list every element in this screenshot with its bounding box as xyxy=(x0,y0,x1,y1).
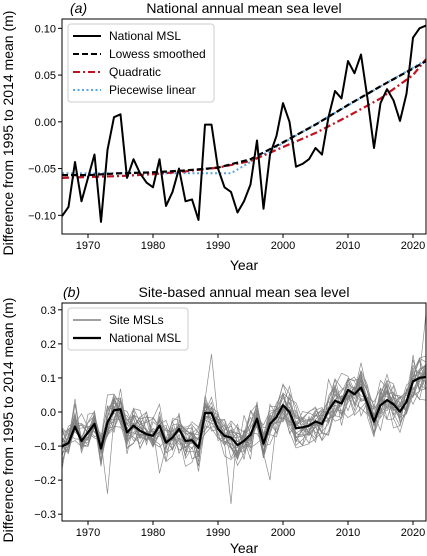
panel-a-xtick-label-1990: 1990 xyxy=(206,240,230,252)
panel-a-series-lowess-smoothed xyxy=(62,60,427,177)
panel-a-series-quadratic xyxy=(61,58,427,180)
panel-a-xtick-label-2010: 2010 xyxy=(336,240,360,252)
panel-b-xtick-label-2000: 2000 xyxy=(271,527,295,539)
panel-a-ylabel: Difference from 1995 to 2014 mean (m) xyxy=(0,11,16,256)
panel-b-label: (b) xyxy=(63,284,80,300)
panel-b-ytick-label-5: 0.2 xyxy=(41,339,56,351)
panel-a-legend-label-0: National MSL xyxy=(109,29,181,43)
panel-a-series-national-msl xyxy=(61,24,427,223)
panel-b-xtick-label-1980: 1980 xyxy=(141,527,165,539)
panel-a-legend-label-3: Piecewise linear xyxy=(109,83,196,97)
panel-a-xtick-label-2000: 2000 xyxy=(271,240,295,252)
panel-b-legend-box xyxy=(67,307,189,351)
panel-b-ytick-label-2: −0.1 xyxy=(34,441,56,453)
panel-b-legend-label-1: National MSL xyxy=(109,331,181,345)
panel-b-xtick-label-1970: 1970 xyxy=(76,527,100,539)
panel-a-xtick-label-1980: 1980 xyxy=(141,240,165,252)
panel-a-xtick-label-1970: 1970 xyxy=(76,240,100,252)
panel-b-xtick-label-1990: 1990 xyxy=(206,527,230,539)
panel-a-ytick-label-0: −0.10 xyxy=(28,210,56,222)
panel-a-ytick-label-3: 0.05 xyxy=(35,70,56,82)
panel-b-ytick-label-6: 0.3 xyxy=(41,305,56,317)
panel-b-title: Site-based annual mean sea level xyxy=(139,284,350,300)
panel-b-site-line-13 xyxy=(61,366,427,472)
panel-a-xlabel: Year xyxy=(230,257,259,273)
panel-b-site-line-24 xyxy=(61,371,427,467)
panel-a-title: National annual mean sea level xyxy=(146,0,341,16)
panel-b-ytick-label-3: 0.0 xyxy=(41,407,56,419)
panel-a-plot-area: 1970 1980 1990 2000 2010 2020 −0.10 −0.05 0.00 0.… xyxy=(28,18,427,252)
panel-a: (a) National annual mean sea level 1970 1… xyxy=(0,0,427,273)
panel-b-ytick-label-1: −0.2 xyxy=(34,475,56,487)
panel-b-xtick-label-2020: 2020 xyxy=(401,527,425,539)
panel-a-legend-label-1: Lowess smoothed xyxy=(109,47,206,61)
panel-b-ytick-label-4: 0.1 xyxy=(41,373,56,385)
panel-a-legend-box xyxy=(67,23,215,103)
panel-a-frame xyxy=(61,18,427,235)
panel-a-ytick-label-2: 0.00 xyxy=(35,117,56,129)
panel-b-ytick-label-0: −0.3 xyxy=(34,509,56,521)
panel-a-ytick-label-4: 0.10 xyxy=(35,23,56,35)
panel-b-frame xyxy=(61,302,427,522)
panel-b-site-line-14 xyxy=(61,378,427,460)
panel-a-label: (a) xyxy=(70,0,87,16)
panel-b: (b) Site-based annual mean sea level 197… xyxy=(0,284,427,556)
panel-b-xlabel: Year xyxy=(230,540,259,556)
panel-b-series-national-msl xyxy=(61,375,427,450)
panel-b-xtick-label-2010: 2010 xyxy=(336,527,360,539)
panel-a-xtick-label-2020: 2020 xyxy=(401,240,425,252)
panel-a-ytick-label-1: −0.05 xyxy=(28,164,56,176)
panel-b-site-line-23 xyxy=(61,391,427,466)
panel-b-ylabel: Difference from 1995 to 2014 mean (m) xyxy=(0,298,16,543)
panel-b-plot-area: 1970 1980 1990 2000 2010 2020 −0.3 −0.2 −0.1 0.0 0… xyxy=(34,302,427,539)
panel-b-legend-label-0: Site MSLs xyxy=(109,313,164,327)
panel-a-legend-label-2: Quadratic xyxy=(109,65,161,79)
panel-b-site-line-10 xyxy=(61,362,427,461)
